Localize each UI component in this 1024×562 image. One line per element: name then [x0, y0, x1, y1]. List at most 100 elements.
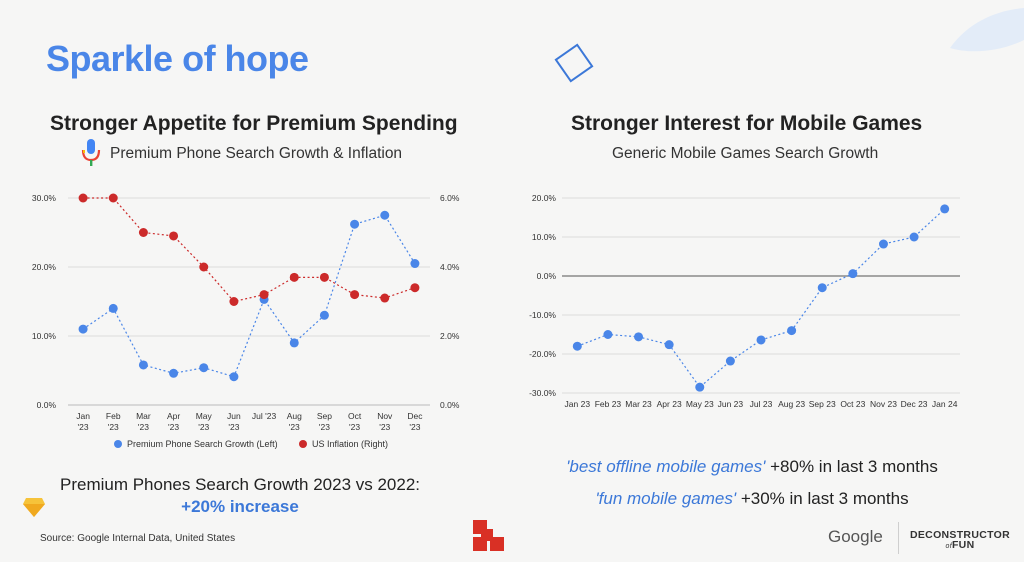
- dof-logo-line3: FUN: [951, 539, 975, 551]
- x-axis-tick-label: Jan 23: [565, 399, 591, 409]
- data-point: [259, 290, 269, 300]
- data-point: [410, 259, 420, 269]
- right-chart-subtitle: Generic Mobile Games Search Growth: [612, 145, 879, 162]
- x-axis-tick-label: Dec '23: [407, 411, 423, 432]
- x-axis-tick-label: May '23: [196, 411, 213, 432]
- x-axis-tick-label: Dec 23: [901, 399, 928, 409]
- keyword-insight-2: 'fun mobile games' +30% in last 3 months: [502, 489, 1002, 509]
- data-point: [169, 368, 179, 378]
- x-axis-tick-label: Apr '23: [167, 411, 180, 432]
- x-axis-tick-label: Jul '23: [252, 411, 277, 421]
- slide-title: Sparkle of hope: [46, 38, 309, 79]
- keyword-growth-2: +30% in last 3 months: [736, 489, 909, 508]
- right-chart-title: Stronger Interest for Mobile Games: [571, 112, 923, 135]
- data-point: [108, 193, 118, 203]
- x-axis-tick-label: Jun 23: [718, 399, 744, 409]
- data-point: [289, 338, 299, 348]
- legend-label: Premium Phone Search Growth (Left): [127, 439, 278, 449]
- y-axis-tick-label: 10.0%: [532, 232, 557, 242]
- x-axis-tick-label: Aug 23: [778, 399, 805, 409]
- x-axis-tick-label: Oct 23: [840, 399, 865, 409]
- data-point: [289, 272, 299, 282]
- left-axis-tick-label: 20.0%: [32, 262, 57, 272]
- data-point: [108, 303, 118, 313]
- data-point: [787, 326, 797, 336]
- y-axis-tick-label: -30.0%: [529, 388, 556, 398]
- series-line: [83, 197, 416, 303]
- legend-label: US Inflation (Right): [312, 439, 388, 449]
- legend-marker: [114, 440, 122, 448]
- y-axis-tick-label: 20.0%: [532, 193, 557, 203]
- x-axis-tick-label: Mar '23: [136, 411, 151, 432]
- red-blocks-logo-icon: [473, 520, 504, 551]
- dof-logo-line2: of: [945, 543, 952, 550]
- sketch-diamond-icon: [23, 498, 45, 517]
- keyword-query-1: 'best offline mobile games': [566, 457, 766, 476]
- deconstructor-of-fun-logo: DECONSTRUCTOR ofFUN: [910, 530, 1010, 552]
- right-axis-tick-label: 4.0%: [440, 262, 460, 272]
- data-point: [410, 283, 420, 293]
- logo-divider: [898, 522, 899, 554]
- data-point: [229, 297, 239, 306]
- premium-phone-inflation-chart: 0.0% 0.0% 10.0% 2.0% 20.0% 4.0% 30.0% 6.0% Jan '2…: [32, 193, 460, 449]
- diamond-outline-icon: [554, 43, 594, 83]
- series-line: [82, 214, 416, 378]
- data-point: [380, 210, 390, 220]
- right-axis-tick-label: 0.0%: [440, 400, 460, 410]
- data-point: [380, 293, 390, 303]
- data-point: [603, 330, 613, 339]
- x-axis-tick-label: Mar 23: [625, 399, 652, 409]
- data-point: [319, 310, 329, 320]
- data-point: [664, 340, 674, 350]
- data-point: [878, 239, 888, 249]
- y-axis-tick-label: -20.0%: [529, 349, 556, 359]
- data-point: [848, 269, 858, 279]
- x-axis-tick-label: Jul 23: [750, 399, 773, 409]
- keyword-growth-1: +80% in last 3 months: [765, 457, 938, 476]
- series-line: [577, 208, 946, 389]
- data-point: [78, 193, 88, 203]
- data-point: [756, 335, 766, 345]
- x-axis-tick-label: Nov 23: [870, 399, 897, 409]
- data-point: [350, 290, 360, 300]
- x-axis-tick-label: Sep '23: [317, 411, 332, 432]
- data-point: [572, 341, 582, 351]
- right-axis-tick-label: 2.0%: [440, 331, 460, 341]
- x-axis-tick-label: Jan 24: [932, 399, 958, 409]
- x-axis-tick-label: Feb 23: [595, 399, 622, 409]
- data-point: [199, 363, 209, 373]
- x-axis-tick-label: Jun '23: [227, 411, 241, 432]
- google-logo: Google: [828, 527, 883, 546]
- dof-logo-line1: DECONSTRUCTOR: [910, 529, 1010, 541]
- data-point: [817, 283, 827, 293]
- left-chart-subtitle: Premium Phone Search Growth & Inflation: [110, 145, 403, 162]
- data-point: [138, 228, 148, 237]
- source-note: Source: Google Internal Data, United Sta…: [40, 533, 236, 544]
- summary-text: Premium Phones Search Growth 2023 vs 202…: [59, 475, 421, 494]
- x-axis-tick-label: Feb '23: [106, 411, 121, 432]
- legend-marker: [299, 440, 307, 448]
- data-point: [199, 262, 209, 272]
- x-axis-tick-label: Apr 23: [657, 399, 682, 409]
- data-point: [634, 332, 644, 342]
- corner-blob-icon: [950, 8, 1024, 52]
- keyword-query-2: 'fun mobile games': [595, 489, 737, 508]
- x-axis-tick-label: Jan '23: [76, 411, 90, 432]
- data-point: [695, 382, 705, 392]
- left-axis-tick-label: 30.0%: [32, 193, 57, 203]
- data-point: [350, 219, 360, 229]
- y-axis-tick-label: 0.0%: [537, 271, 557, 281]
- x-axis-tick-label: Nov '23: [377, 411, 393, 432]
- data-point: [138, 360, 148, 370]
- data-point: [940, 204, 950, 214]
- data-point: [169, 231, 179, 241]
- data-point: [78, 324, 88, 334]
- data-point: [229, 372, 239, 382]
- x-axis-tick-label: Sep 23: [809, 399, 836, 409]
- left-axis-tick-label: 10.0%: [32, 331, 57, 341]
- right-axis-tick-label: 6.0%: [440, 193, 460, 203]
- x-axis-tick-label: Oct '23: [348, 411, 362, 432]
- left-chart-title: Stronger Appetite for Premium Spending: [50, 112, 458, 135]
- left-axis-tick-label: 0.0%: [37, 400, 57, 410]
- microphone-icon: [81, 139, 101, 166]
